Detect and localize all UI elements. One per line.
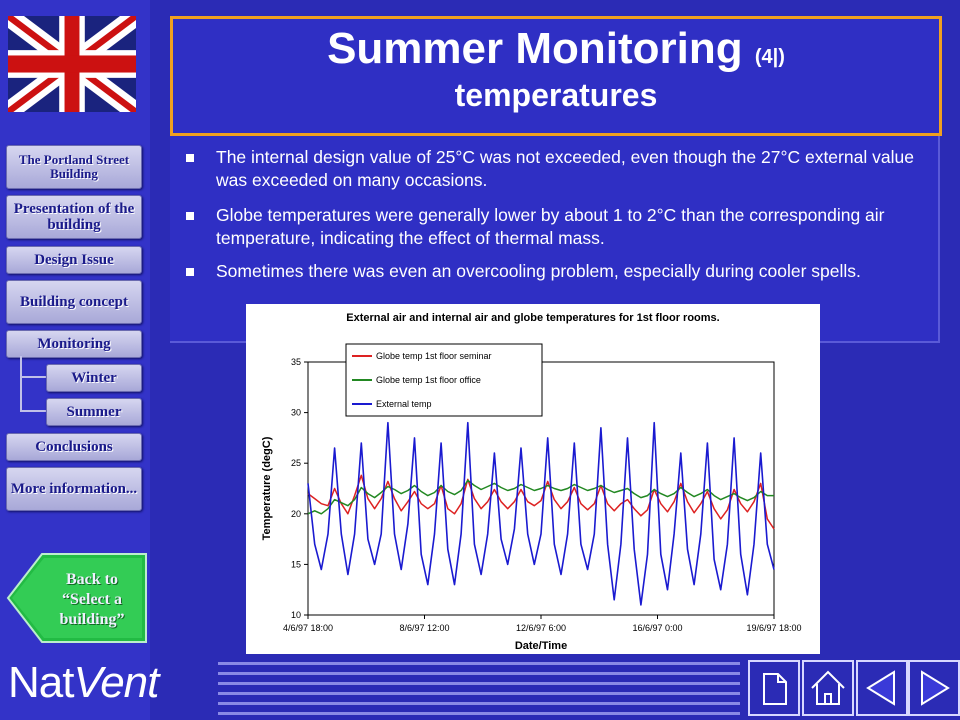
tree-connector (20, 376, 46, 378)
bullet-item: The internal design value of 25°C was no… (186, 146, 936, 192)
home-icon[interactable] (802, 660, 854, 716)
nav-label: Presentation of the building (13, 200, 135, 234)
series-line-2 (307, 479, 774, 515)
page-icon-glyph (763, 673, 787, 705)
nav-winter[interactable]: Winter (46, 364, 142, 392)
title-box: Summer Monitoring (4|) temperatures (170, 16, 942, 136)
nav-more-information[interactable]: More information... (6, 467, 142, 511)
y-tick-label: 15 (291, 559, 301, 569)
y-tick-label: 25 (291, 458, 301, 468)
nav-label: Design Issue (34, 251, 114, 268)
back-label-line-2: “Select a (62, 591, 122, 608)
back-label-line-3: building” (59, 611, 125, 628)
stripe (218, 712, 740, 715)
nav-label: Monitoring (37, 335, 111, 352)
y-axis-label: Temperature (degC) (261, 436, 273, 540)
stripe (218, 702, 740, 705)
x-tick-label: 8/6/97 12:00 (399, 623, 449, 633)
logo-part-1: Nat (8, 658, 74, 707)
natvent-logo: NatVent (8, 658, 159, 708)
x-tick-label: 19/6/97 18:00 (746, 623, 801, 633)
y-tick-label: 30 (291, 408, 301, 418)
nav-label: Winter (71, 369, 117, 386)
nav-label: Conclusions (35, 438, 113, 455)
back-label-line-1: Back to (66, 571, 118, 588)
tree-connector (20, 356, 22, 412)
back-to-select-building-button[interactable]: Back to “Select a building” (6, 552, 148, 644)
page-subtitle: temperatures (454, 77, 658, 113)
nav-design-issue[interactable]: Design Issue (6, 246, 142, 274)
back-arrow-icon (6, 553, 147, 643)
nav-conclusions[interactable]: Conclusions (6, 433, 142, 461)
previous-icon[interactable] (856, 660, 908, 716)
stripe (218, 682, 740, 685)
legend-entry-3: External temp (376, 399, 432, 409)
nav-label: Summer (66, 403, 122, 420)
x-tick-label: 12/6/97 6:00 (516, 623, 566, 633)
nav-presentation[interactable]: Presentation of the building (6, 195, 142, 239)
tree-connector (20, 410, 46, 412)
bullet-item: Sometimes there was even an overcooling … (186, 260, 936, 283)
nav-summer[interactable]: Summer (46, 398, 142, 426)
x-axis-label: Date/Time (515, 640, 567, 652)
y-tick-label: 20 (291, 509, 301, 519)
chart-svg: External air and internal air and globe … (261, 312, 802, 652)
title-number: (4|) (754, 46, 785, 68)
previous-arrow-icon (866, 670, 895, 706)
bullet-item: Globe temperatures were generally lower … (186, 204, 936, 250)
nav-building-concept[interactable]: Building concept (6, 280, 142, 324)
x-tick-label: 16/6/97 0:00 (632, 623, 682, 633)
home-icon-glyph (811, 670, 845, 705)
temperature-chart: External air and internal air and globe … (246, 304, 820, 654)
series-line-1 (307, 474, 775, 530)
chart-title: External air and internal air and globe … (346, 312, 719, 324)
stripe (218, 662, 740, 665)
uk-flag-icon (8, 16, 136, 112)
stripe (218, 672, 740, 675)
title-main-text: Summer Monitoring (327, 24, 743, 73)
series-line-3 (307, 421, 775, 606)
stripe (218, 692, 740, 695)
page-title: Summer Monitoring (4|) (173, 27, 939, 71)
sidebar: The Portland Street Building Presentatio… (0, 0, 150, 720)
nav-label: Building concept (20, 293, 128, 310)
nav-monitoring[interactable]: Monitoring (6, 330, 142, 358)
y-tick-label: 10 (291, 610, 301, 620)
x-tick-label: 4/6/97 18:00 (283, 623, 333, 633)
footer-stripes (218, 660, 740, 718)
y-tick-label: 35 (291, 357, 301, 367)
nav-portland-street-building[interactable]: The Portland Street Building (6, 145, 142, 189)
legend-entry-2: Globe temp 1st floor office (376, 375, 481, 385)
nav-label: More information... (10, 480, 138, 497)
next-arrow-icon (921, 670, 950, 706)
next-icon[interactable] (908, 660, 960, 716)
logo-part-2: Vent (73, 658, 159, 707)
page-icon[interactable] (748, 660, 800, 716)
nav-label: The Portland Street Building (18, 151, 130, 181)
legend-box (345, 343, 543, 417)
legend-entry-1: Globe temp 1st floor seminar (376, 351, 492, 361)
